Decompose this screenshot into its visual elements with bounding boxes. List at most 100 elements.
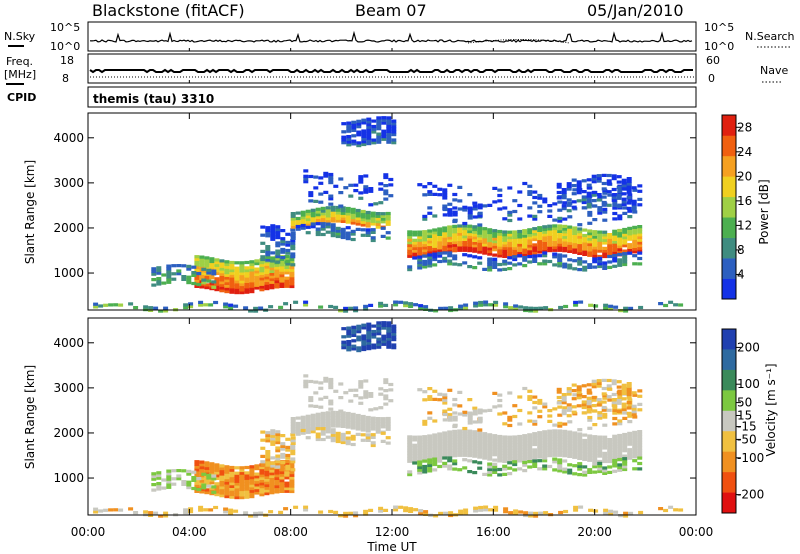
power-cell [637,235,643,240]
power-cell [532,251,538,255]
velocity-cell [259,490,265,494]
velocity-cell [557,445,563,449]
velocity-cell [507,391,513,395]
velocity-cell [572,464,578,468]
velocity-cell [289,476,295,480]
velocity-cell [275,465,281,469]
power-cell [284,257,290,261]
velocity-cell [582,470,588,474]
power-cell [209,259,215,264]
power-cell [407,265,413,269]
velocity-cell [264,478,270,482]
power-cell [186,264,192,268]
velocity-cell [637,456,643,460]
power-cell [502,246,508,250]
velocity-cell [351,328,357,332]
velocity-cell [612,464,618,468]
power-cell [417,238,423,242]
velocity-cell [264,481,270,485]
velocity-cell [497,445,503,449]
velocity-cell [244,482,250,486]
power-cell [612,240,618,244]
power-cell [477,234,483,238]
power-cell [244,277,250,281]
velocity-cell [194,468,200,472]
velocity-cell [487,441,493,445]
velocity-cell [366,322,372,326]
velocity-cell [427,463,433,467]
power-cell [472,246,478,251]
power-cell [452,230,458,234]
power-cell [442,191,448,195]
velocity-cell [186,472,192,476]
power-cell [596,193,602,197]
velocity-cell [422,398,428,402]
power-cell [335,208,341,212]
velocity-cell [577,462,583,466]
velocity-cell [542,454,548,458]
power-cell [248,309,254,313]
power-cell [224,265,230,269]
velocity-cell [422,390,428,394]
power-cell [328,202,334,206]
power-cell [532,246,538,250]
power-cell [517,251,523,255]
velocity-cell [467,445,473,450]
velocity-cell [265,455,271,459]
power-cell [617,239,623,243]
power-cell [556,190,562,195]
velocity-cell [209,481,215,485]
velocity-cell [407,457,413,461]
colorbar-swatch [722,176,736,198]
velocity-cell [214,482,220,486]
power-cell [313,199,319,203]
velocity-cell [487,433,493,437]
power-cell [477,256,483,260]
power-cell [627,245,633,249]
power-cell [113,303,119,307]
velocity-cell [254,472,260,476]
velocity-cell [363,392,369,397]
power-cell [269,264,275,268]
velocity-cell [678,508,684,512]
velocity-cell [269,485,275,489]
power-cell [572,242,578,246]
power-cell [166,275,172,279]
velocity-cell [229,465,235,470]
power-cell [427,248,433,252]
power-cell [264,262,270,266]
power-cell [229,271,235,275]
velocity-cell [432,452,438,456]
power-cell [381,121,387,125]
power-cell [582,252,588,256]
power-cell [348,183,354,187]
velocity-cell [462,429,468,433]
power-cell [552,224,558,228]
velocity-cell [473,509,479,513]
velocity-cell [542,430,548,434]
velocity-cell [522,436,528,440]
power-cell [567,228,573,232]
velocity-cell [477,441,483,446]
velocity-cell [148,511,154,515]
velocity-cell [289,462,295,467]
velocity-cell [375,430,381,434]
velocity-cell [432,444,438,448]
velocity-cell [128,507,134,511]
colorbar-tick-label: -50 [737,432,757,446]
velocity-cell [285,448,291,452]
power-cell [591,204,597,208]
velocity-cell [289,484,295,488]
power-cell [597,208,603,212]
velocity-cell [280,447,286,451]
power-cell [370,238,376,243]
velocity-cell [637,435,643,439]
velocity-cell [593,509,599,513]
velocity-cell [517,443,523,447]
velocity-cell [591,385,597,389]
power-cell [381,135,387,139]
power-cell [345,209,351,213]
velocity-cell [181,482,187,486]
power-cell [502,241,508,245]
velocity-cell [497,467,503,472]
